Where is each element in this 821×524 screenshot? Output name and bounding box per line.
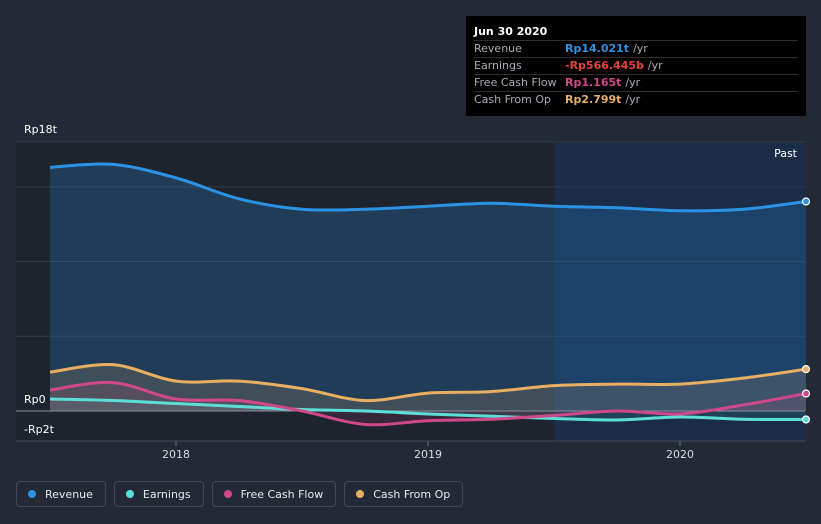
past-label: Past [774, 147, 798, 160]
free-cash-flow-line [49, 380, 807, 427]
tooltip-value: Rp14.021t [565, 42, 630, 55]
earnings-point [801, 415, 811, 424]
earnings-area [50, 399, 806, 421]
tooltip-label: Cash From Op [474, 93, 552, 106]
tooltip-unit: /yr [647, 59, 663, 72]
revenue-line [49, 162, 807, 213]
tooltip-row-earnings: Earnings -Rp566.445b /yr [474, 57, 798, 74]
legend-item-free-cash-flow[interactable]: Free Cash Flow [211, 481, 337, 507]
tooltip: Jun 30 2020 Revenue Rp14.021t /yr Earnin… [466, 16, 806, 116]
y-tick-label: Rp0 [24, 393, 46, 406]
legend-label: Free Cash Flow [240, 487, 324, 501]
tooltip-label: Revenue [474, 42, 522, 55]
legend-item-revenue[interactable]: Revenue [16, 481, 106, 507]
legend-item-cash-from-op[interactable]: Cash From Op [344, 481, 464, 507]
tooltip-value: Rp1.165t [565, 76, 622, 89]
cash-from-op-line [49, 362, 807, 403]
legend-dot-icon [356, 490, 365, 498]
legend-item-earnings[interactable]: Earnings [113, 481, 204, 507]
legend-label: Earnings [142, 487, 191, 501]
legend-dot-icon [125, 490, 134, 498]
tooltip-row-revenue: Revenue Rp14.021t /yr [474, 40, 798, 57]
legend-dot-icon [223, 490, 232, 498]
y-tick-label: -Rp2t [24, 423, 55, 436]
tooltip-row-free-cash-flow: Free Cash Flow Rp1.165t /yr [474, 74, 798, 91]
tooltip-row-cash-from-op: Cash From Op Rp2.799t /yr [474, 91, 798, 108]
tooltip-unit: /yr [625, 93, 641, 106]
tooltip-label: Free Cash Flow [474, 76, 557, 89]
chart: 2018 2019 2020 Rp18t Rp0 -Rp2t Past [16, 123, 811, 461]
legend-label: Revenue [45, 487, 93, 501]
recent-panel [554, 142, 805, 441]
tooltip-unit: /yr [625, 76, 641, 89]
tooltip-label: Earnings [474, 59, 522, 72]
revenue-area [50, 163, 806, 411]
earnings-line [49, 397, 807, 422]
legend-dot-icon [28, 490, 36, 498]
y-tick-label: Rp18t [24, 123, 58, 136]
revenue-point [801, 197, 811, 206]
x-tick-label: 2019 [414, 448, 442, 461]
tooltip-value: Rp2.799t [565, 93, 622, 106]
tooltip-value: -Rp566.445b [565, 59, 644, 72]
x-tick-label: 2018 [162, 448, 190, 461]
legend-label: Cash From Op [373, 487, 451, 501]
legend: Revenue Earnings Free Cash Flow Cash Fro… [16, 481, 464, 507]
x-tick-label: 2020 [666, 448, 694, 461]
free-cash-flow-point [801, 389, 811, 398]
tooltip-date: Jun 30 2020 [474, 25, 548, 38]
tooltip-unit: /yr [633, 42, 648, 55]
cash-from-op-point [801, 365, 811, 374]
